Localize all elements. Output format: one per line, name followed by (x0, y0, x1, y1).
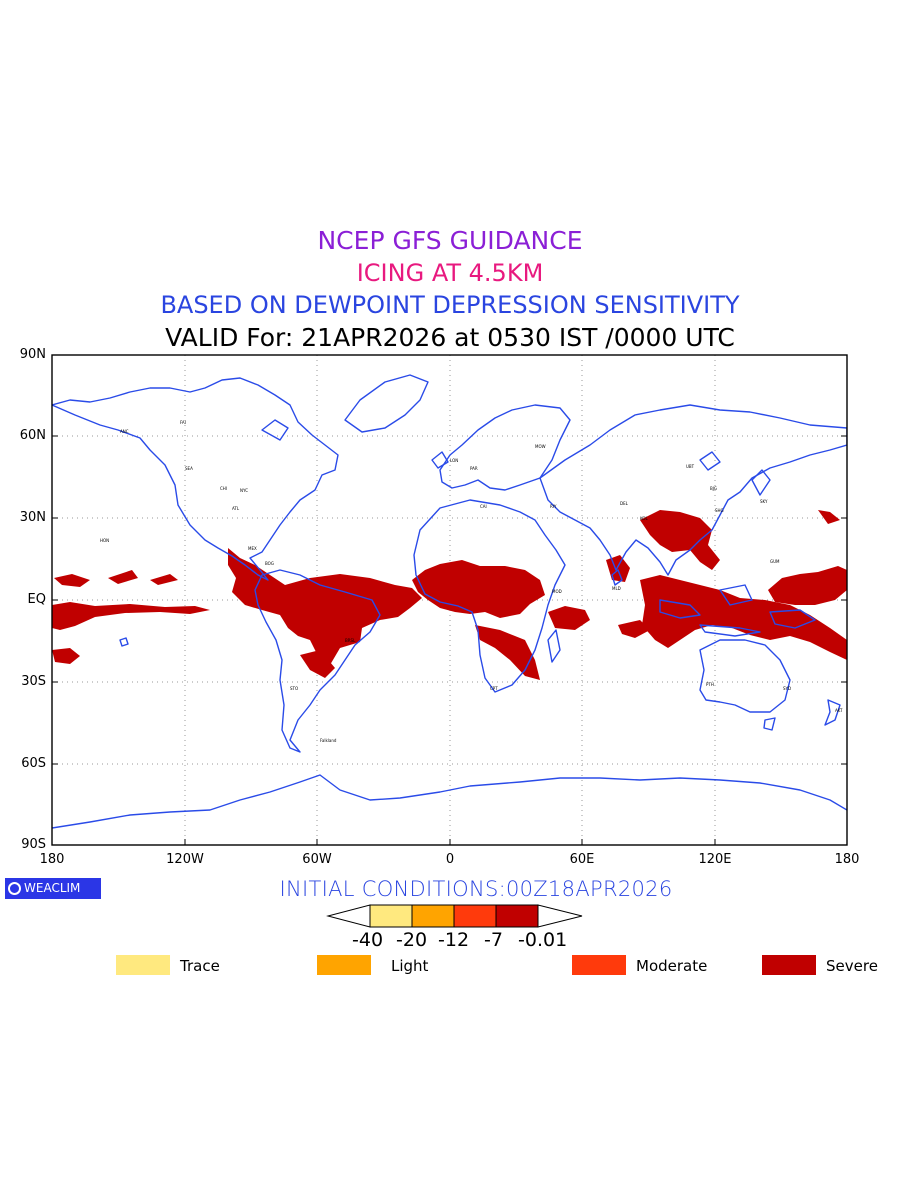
legend-swatch-moderate (572, 955, 626, 975)
lon-label-180e: 180 (834, 852, 860, 867)
svg-text:CHI: CHI (220, 486, 227, 491)
svg-text:MOW: MOW (535, 444, 546, 449)
lon-label-120e: 120E (698, 852, 732, 867)
legend-swatch-severe (762, 955, 816, 975)
legend-label-moderate: Moderate (636, 957, 708, 975)
svg-text:SEA: SEA (185, 466, 193, 471)
lat-label-eq: EQ (27, 592, 46, 607)
svg-text:ATL: ATL (232, 506, 240, 511)
lon-label-60e: 60E (569, 852, 595, 867)
svg-text:CPT: CPT (490, 686, 498, 691)
svg-text:ANC: ANC (120, 429, 129, 434)
svg-text:BJG: BJG (710, 486, 717, 491)
severe-icing-regions (52, 510, 847, 680)
title-line-1: NCEP GFS GUIDANCE (317, 226, 583, 255)
colorbar-label-4: -7 (484, 929, 503, 951)
svg-text:MLD: MLD (612, 586, 621, 591)
svg-text:RIY: RIY (550, 504, 557, 509)
lon-label-180w: 180 (39, 852, 65, 867)
svg-text:BRSL: BRSL (345, 638, 356, 643)
weaclim-badge: WEACLIM (5, 878, 101, 899)
legend-label-severe: Severe (826, 957, 878, 975)
svg-text:SYD: SYD (783, 686, 791, 691)
svg-text:PAR: PAR (470, 466, 478, 471)
svg-text:FAI: FAI (180, 420, 186, 425)
colorbar-label-5: -0.01 (518, 929, 568, 951)
svg-text:UBT: UBT (686, 464, 695, 469)
svg-text:MEX: MEX (248, 546, 257, 551)
lon-label-120w: 120W (166, 852, 204, 867)
svg-text:SKY: SKY (760, 499, 768, 504)
svg-text:HON: HON (100, 538, 109, 543)
lon-label-60w: 60W (302, 852, 332, 867)
valid-time-title: VALID For: 21APR2026 at 0530 IST /0000 U… (165, 323, 735, 352)
svg-text:STO: STO (290, 686, 298, 691)
svg-text:AKT: AKT (835, 708, 843, 713)
title-line-2: ICING AT 4.5KM (356, 259, 544, 287)
lat-label-30s: 30S (21, 674, 46, 689)
lat-label-60n: 60N (19, 428, 46, 443)
svg-text:MOD: MOD (552, 589, 562, 594)
lat-label-60s: 60S (21, 756, 46, 771)
svg-text:Falkland: Falkland (320, 738, 337, 743)
svg-text:DEL: DEL (620, 501, 629, 506)
svg-text:NYC: NYC (240, 488, 248, 493)
svg-text:CAI: CAI (480, 504, 487, 509)
copyright-circle-icon (8, 882, 21, 895)
initial-conditions: INITIAL CONDITIONS:00Z18APR2026 (279, 877, 673, 901)
svg-text:BOG: BOG (265, 561, 274, 566)
legend-swatch-light (317, 955, 371, 975)
legend-label-trace: Trace (180, 957, 220, 975)
svg-text:GUM: GUM (770, 559, 780, 564)
svg-text:PTH: PTH (706, 682, 714, 687)
legend-swatch-trace (116, 955, 170, 975)
svg-text:KOL: KOL (640, 516, 649, 521)
station-markers: ANC FAI SEA CHI NYC ATL HON MEX BOG BRSL STO F… (100, 420, 843, 743)
axis-ticks (52, 435, 847, 845)
title-line-3: BASED ON DEWPOINT DEPRESSION SENSITIVITY (160, 291, 740, 319)
lat-label-90n: 90N (19, 347, 46, 362)
weaclim-label: WEACLIM (24, 881, 81, 895)
lat-label-30n: 30N (19, 510, 46, 525)
lon-label-0: 0 (445, 852, 455, 867)
colorbar-label-2: -20 (396, 929, 428, 951)
lat-label-90s: 90S (21, 837, 46, 852)
coastlines (52, 374, 847, 829)
legend-label-light: Light (391, 957, 429, 975)
svg-text:LON: LON (450, 458, 458, 463)
svg-text:SHG: SHG (715, 508, 724, 513)
colorbar-label-1: -40 (352, 929, 384, 951)
colorbar-label-3: -12 (438, 929, 470, 951)
